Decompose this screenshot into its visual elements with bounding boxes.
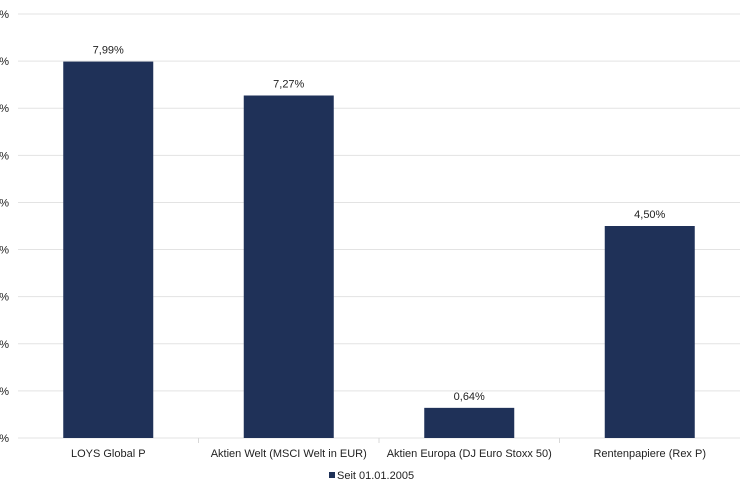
y-tick-label: 8,00% [0,56,9,68]
data-label: 4,50% [634,209,665,221]
y-tick-label: 3,00% [0,292,9,304]
x-tick-label: LOYS Global P [71,448,146,460]
x-tick-label: Aktien Welt (MSCI Welt in EUR) [211,448,367,460]
data-label: 7,99% [93,45,124,57]
bar [604,226,695,438]
y-tick-label: 2,00% [0,339,9,351]
legend-swatch [329,472,335,478]
x-tick-label: Aktien Europa (DJ Euro Stoxx 50) [387,448,552,460]
y-tick-label: 7,00% [0,103,9,115]
y-tick-label: 9,00% [0,9,9,21]
x-tick-label: Rentenpapiere (Rex P) [593,448,706,460]
bar [63,61,154,439]
y-tick-label: 1,00% [0,386,9,398]
bar [424,407,515,438]
y-tick-label: 0,00% [0,433,9,445]
y-tick-label: 5,00% [0,197,9,209]
legend-label: Seit 01.01.2005 [337,470,414,482]
y-tick-label: 6,00% [0,150,9,162]
data-label: 0,64% [454,391,485,403]
bar [243,95,334,438]
data-label: 7,27% [273,79,304,91]
y-tick-label: 4,00% [0,245,9,257]
